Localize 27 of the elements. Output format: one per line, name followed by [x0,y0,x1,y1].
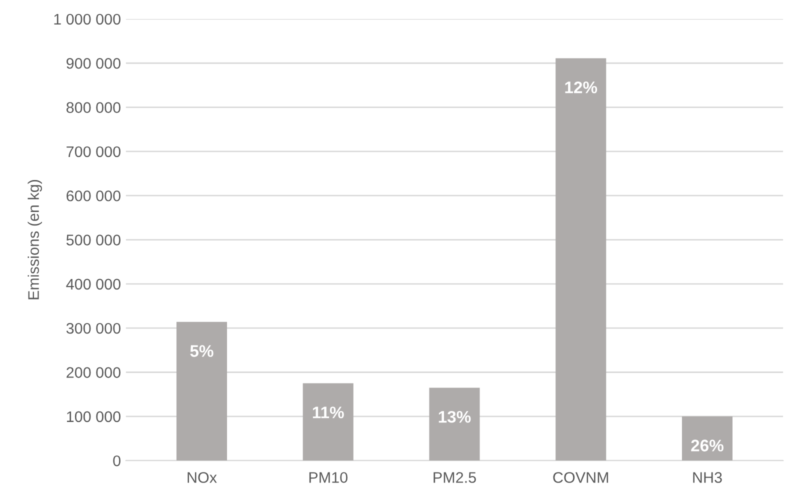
y-tick-label: 300 000 [66,322,120,334]
y-tick-label: 1 000 000 [54,14,120,25]
y-axis-title: Emissions (en kg) [28,180,42,300]
x-tick-label: PM2.5 [434,472,476,483]
y-tick-label: 700 000 [66,146,120,158]
bar [556,58,606,461]
y-tick-label: 600 000 [66,190,120,202]
x-tick-label: PM10 [309,472,348,483]
y-tick-label: 0 [113,455,120,466]
y-tick-label: 800 000 [66,102,120,113]
x-tick-label: COVNM [553,472,608,483]
annotation: 11% [312,406,344,418]
bar [176,322,228,461]
y-tick-label: 500 000 [66,234,120,246]
y-tick-label: 400 000 [66,278,120,290]
annotation: 5% [190,345,214,357]
annotation: 26% [691,440,724,452]
y-tick-label: 900 000 [66,58,120,69]
bar [682,416,733,461]
y-tick-label: 200 000 [66,367,120,378]
bar [429,388,480,461]
annotation: 12% [565,81,598,94]
bar [302,383,354,461]
x-tick-label: NOx [188,472,217,483]
y-tick-label: 100 000 [67,411,120,422]
x-tick-label: NH3 [693,472,722,483]
annotation: 13% [438,410,471,423]
